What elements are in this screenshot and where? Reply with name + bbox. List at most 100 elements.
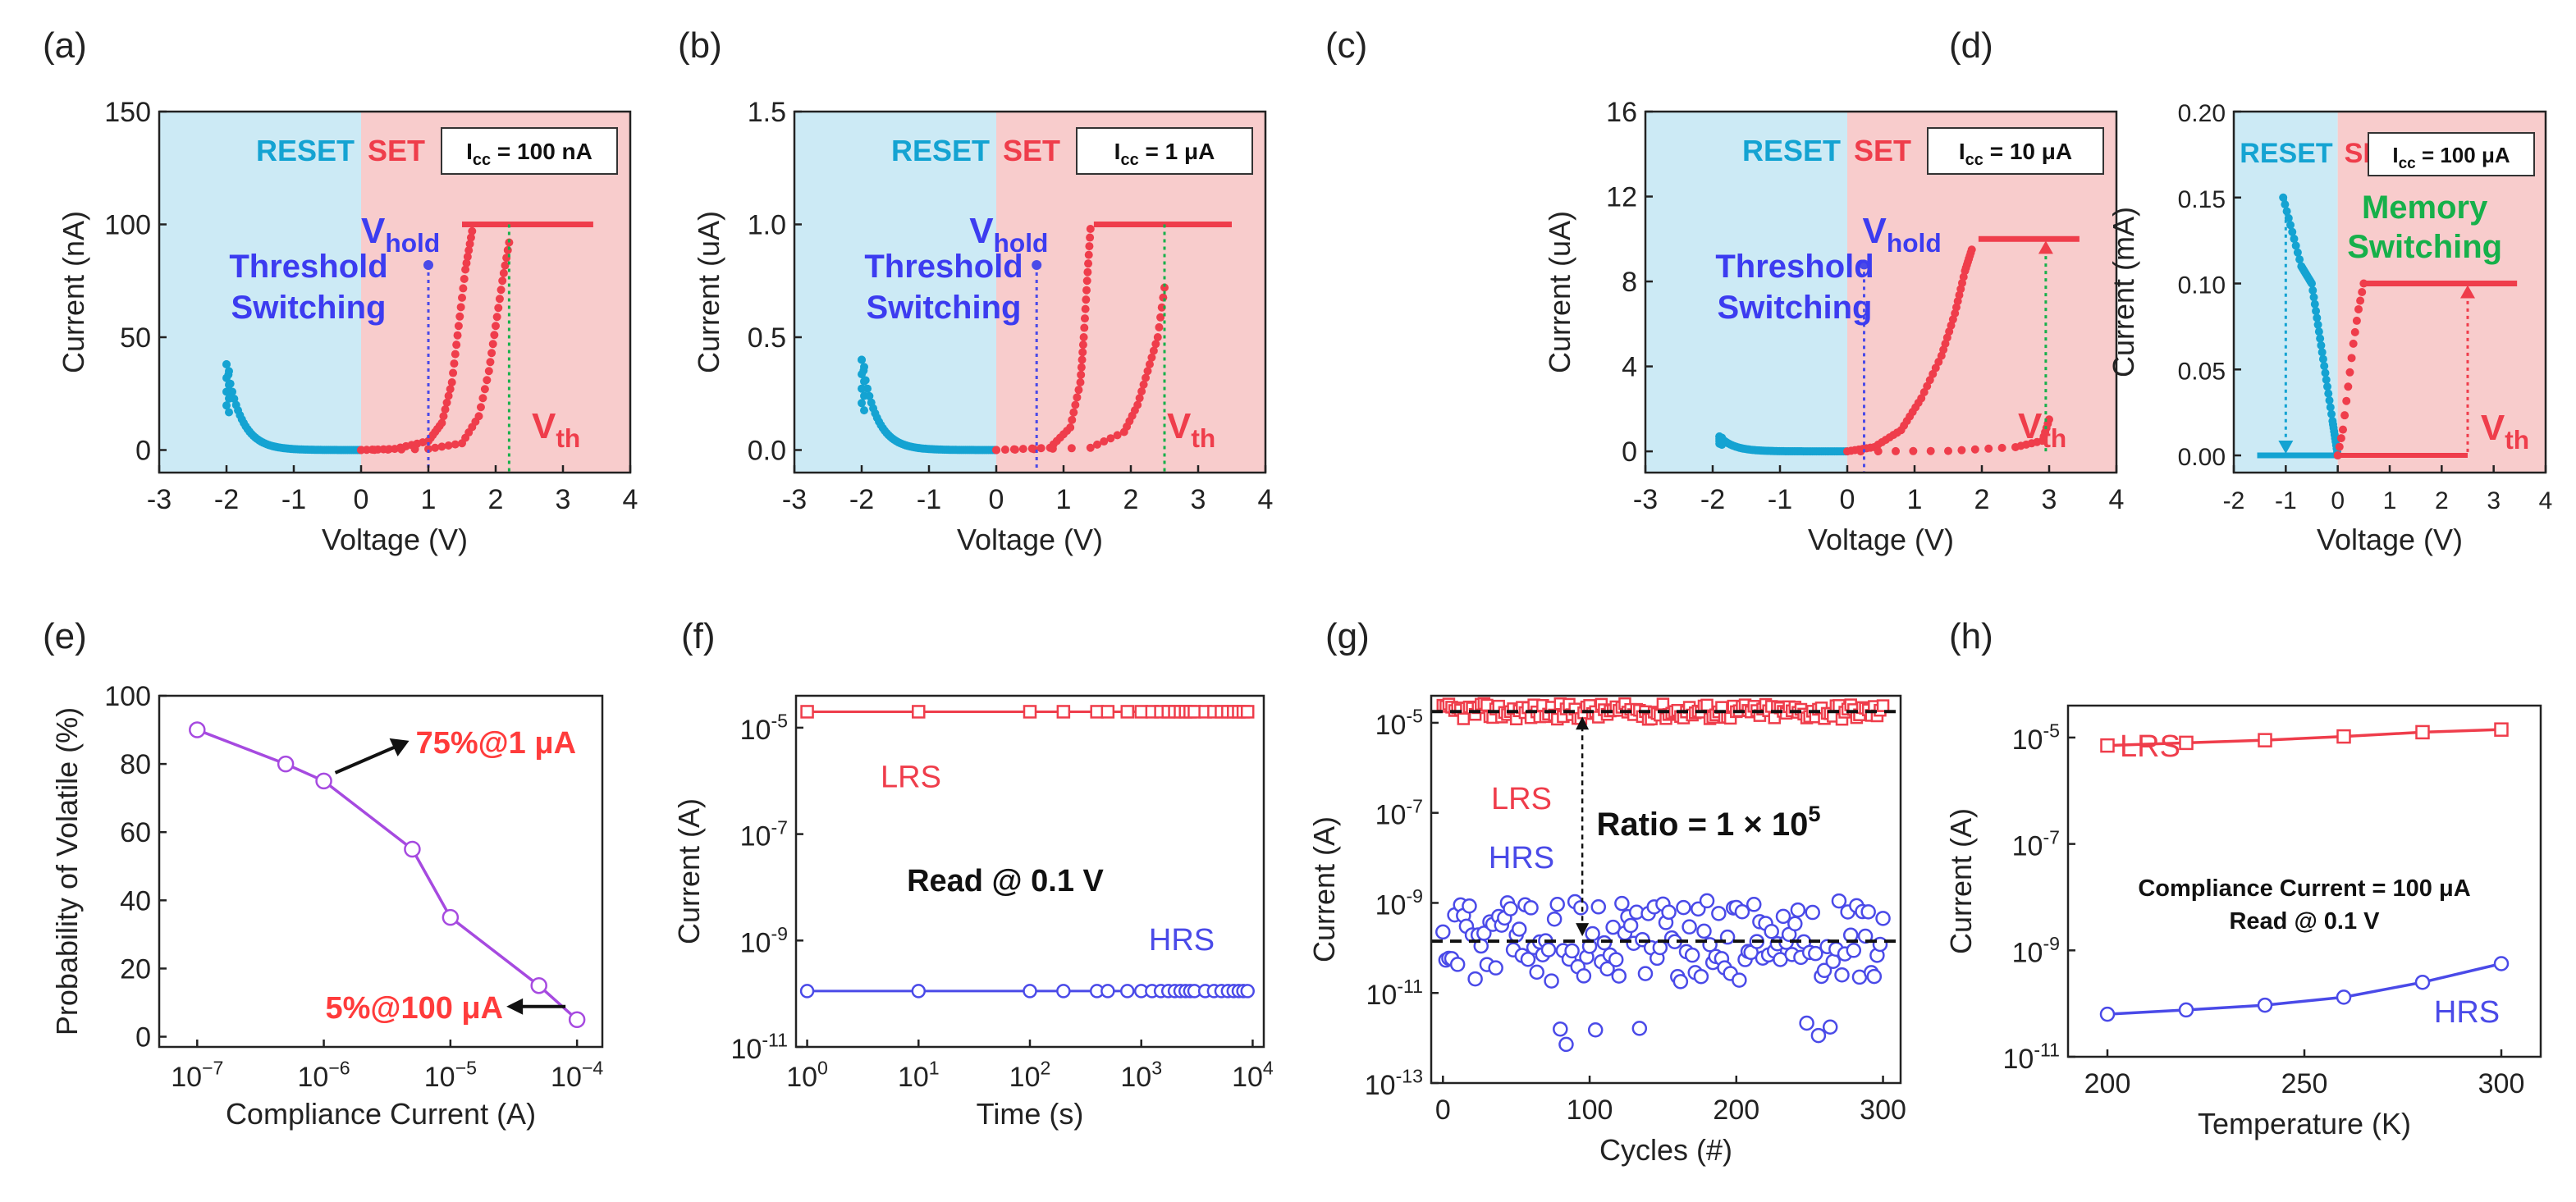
set-sweep-point <box>2339 425 2347 434</box>
set-sweep-point <box>1076 378 1085 386</box>
compliance-box <box>441 127 618 175</box>
hrs-point <box>1696 923 1712 939</box>
x-tick-label: 100 <box>786 1058 828 1093</box>
reset-sweep-point <box>2320 362 2329 371</box>
ratio-annotation: Ratio = 1 × 105 <box>1596 801 1820 843</box>
set-sweep-point <box>2356 296 2365 305</box>
return-sweep-point <box>496 286 506 295</box>
x-tick-label: 10−7 <box>171 1058 223 1093</box>
panel-label: (a) <box>43 25 87 66</box>
return-sweep-point <box>490 331 499 340</box>
set-sweep-point <box>2340 411 2350 420</box>
reset-sweep-point <box>860 363 868 372</box>
lrs-point <box>1240 705 1255 719</box>
x-tick-label: 2 <box>1123 484 1139 515</box>
hrs-point <box>1822 1019 1838 1035</box>
compliance-value: = 1 μA <box>1139 139 1215 164</box>
compliance-symbol: I <box>2392 143 2398 167</box>
set-sweep-point <box>454 322 463 331</box>
set-sweep-point <box>1967 245 1976 254</box>
hrs-point <box>1846 943 1862 958</box>
return-sweep-point <box>1151 340 1160 349</box>
reset-sweep-point <box>225 394 233 403</box>
reset-sweep-point <box>2325 396 2334 404</box>
set-sweep-point <box>2333 451 2342 460</box>
vth-label-sub: th <box>2042 423 2066 453</box>
set-sweep-point <box>1000 446 1009 455</box>
x-tick-label-base: 10 <box>898 1062 929 1093</box>
y-tick-label: 0.15 <box>2178 186 2226 213</box>
reset-sweep-point <box>2322 375 2331 384</box>
return-sweep-point <box>498 277 507 286</box>
reset-sweep-point <box>2314 327 2323 336</box>
set-sweep-point <box>442 398 451 407</box>
y-tick-label-exp: -9 <box>1406 885 1423 907</box>
x-axis-label: Voltage (V) <box>322 523 468 556</box>
set-sweep-point <box>1068 415 1077 424</box>
return-sweep-point <box>492 313 501 322</box>
reset-sweep-point <box>2293 248 2302 257</box>
y-tick-label: 10-7 <box>1375 795 1423 830</box>
x-tick-label: -2 <box>1700 484 1725 515</box>
lrs-point <box>2100 738 2115 753</box>
set-label: SET <box>1854 134 1911 167</box>
lrs-point <box>1120 705 1135 719</box>
compliance-text: Icc = 100 μA <box>2392 143 2510 172</box>
return-sweep-point <box>1909 446 1918 455</box>
set-sweep-point <box>1086 233 1095 242</box>
annotation-line-1: Threshold <box>229 249 387 285</box>
y-tick-label: 0 <box>1622 436 1637 468</box>
return-sweep-point <box>501 261 510 270</box>
data-point <box>530 976 547 994</box>
x-tick-label: 101 <box>898 1058 940 1093</box>
set-sweep-point <box>1073 393 1082 402</box>
reset-sweep-point <box>222 360 231 368</box>
x-tick-label: 100 <box>1567 1095 1613 1126</box>
set-sweep-point <box>1084 250 1093 259</box>
return-sweep-point <box>480 385 489 394</box>
hrs-point <box>1100 984 1115 999</box>
y-tick-label: 10-5 <box>740 711 788 746</box>
y-tick-label-exp: -7 <box>771 816 788 838</box>
return-sweep-point <box>1957 446 1966 455</box>
hrs-point <box>1120 984 1135 999</box>
x-tick-label: -2 <box>2223 487 2245 514</box>
reset-sweep-point <box>2290 235 2299 244</box>
set-sweep-point <box>462 258 471 267</box>
return-sweep-point <box>1153 333 1162 341</box>
x-tick-label: 10−5 <box>424 1058 477 1093</box>
y-tick-label: 12 <box>1606 182 1637 213</box>
x-tick-label: 1 <box>421 484 437 515</box>
set-sweep-point <box>1069 408 1078 417</box>
set-sweep-point <box>1078 340 1087 350</box>
hrs-point <box>2257 997 2273 1013</box>
x-tick-label-exp: −7 <box>202 1058 223 1079</box>
vhold-label-sub: hold <box>1887 228 1942 258</box>
hrs-point <box>1672 974 1689 989</box>
hrs-point <box>1764 923 1779 939</box>
return-sweep-point <box>488 340 497 349</box>
set-sweep-point <box>458 293 466 302</box>
y-tick-label: 10-13 <box>1365 1066 1423 1101</box>
hrs-point <box>1734 904 1750 920</box>
lrs-point <box>2415 724 2430 740</box>
set-sweep-point <box>1085 242 1094 251</box>
y-tick-label-exp: -9 <box>771 923 788 944</box>
hrs-point <box>1512 921 1527 937</box>
hrs-point <box>1631 1021 1648 1036</box>
return-sweep-point <box>1157 303 1166 312</box>
vth-label: Vth <box>2018 406 2066 453</box>
y-tick-label: 150 <box>104 97 151 128</box>
hrs-point <box>1825 953 1842 970</box>
x-tick-label-exp: 4 <box>1263 1058 1274 1079</box>
x-tick-label: 1 <box>2383 487 2397 514</box>
hrs-label: HRS <box>2434 995 2500 1030</box>
x-tick-label: -1 <box>917 484 941 515</box>
reset-sweep-point <box>860 377 868 386</box>
compliance-box <box>2368 132 2535 176</box>
hrs-point <box>2099 1006 2116 1022</box>
set-sweep-point <box>456 303 465 312</box>
return-sweep-point <box>1149 346 1158 355</box>
reset-sweep-point <box>2308 286 2317 295</box>
reset-sweep-point <box>2323 382 2331 391</box>
